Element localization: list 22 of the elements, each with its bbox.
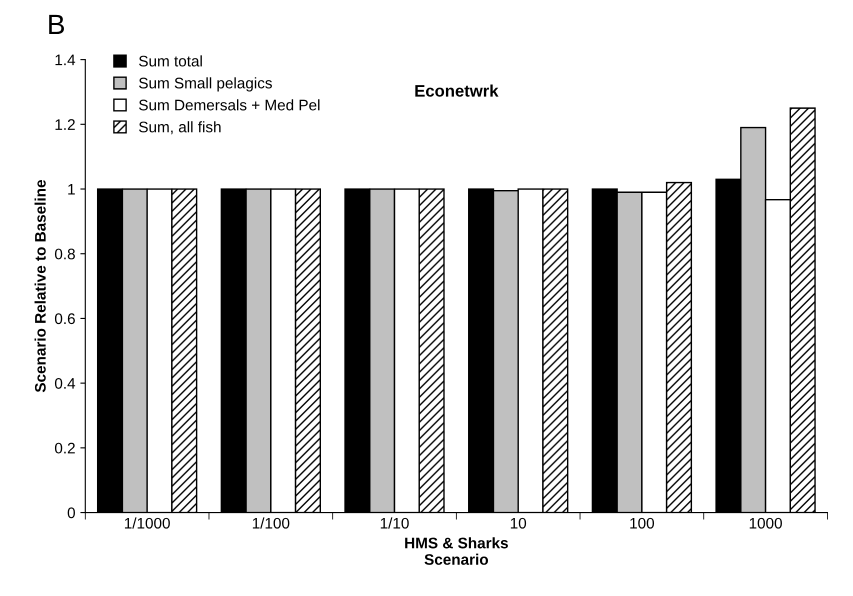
x-axis-title: HMS & Sharks Scenario — [405, 537, 508, 565]
x-tick-label: 1/100 — [252, 517, 290, 529]
x-tick-label: 1/1000 — [124, 517, 170, 529]
text: Econetwrk — [415, 84, 499, 97]
legend-label: Sum total — [139, 55, 202, 67]
x-tick-label: 1/10 — [380, 517, 409, 529]
y-tick-label: 0 — [68, 507, 75, 518]
x-tick-label: 1000 — [750, 518, 782, 529]
y-axis-title: Scenario Relative to Baseline — [34, 180, 46, 392]
y-tick-label: 0.2 — [54, 442, 75, 454]
legend-label: Sum Small pelagics — [139, 77, 272, 92]
legend-label: Sum Demersals + Med Pel — [139, 99, 320, 110]
y-tick-label: 1.2 — [56, 119, 75, 130]
x-tick-label: 10 — [510, 518, 526, 529]
y-tick-label: 0.8 — [54, 248, 75, 260]
legend-label: Sum, all fish — [139, 121, 221, 134]
y-tick-label: 0.4 — [54, 378, 76, 389]
text: B — [49, 14, 64, 34]
y-tick-label: 0.6 — [54, 313, 75, 324]
x-tick-label: 100 — [630, 518, 654, 529]
y-tick-label: 1 — [68, 184, 75, 195]
y-tick-label: 1.4 — [56, 54, 76, 66]
